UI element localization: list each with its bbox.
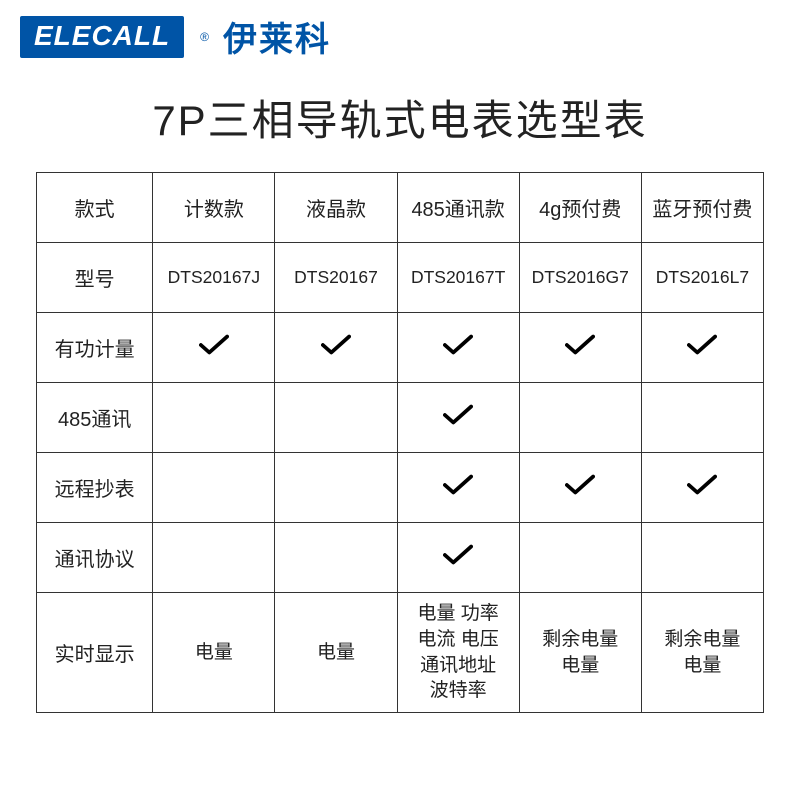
table-cell [153, 383, 275, 453]
brand-cn-name: 伊莱科 [223, 12, 331, 61]
col-header: 计数款 [153, 173, 275, 243]
row-label: 有功计量 [37, 313, 153, 383]
table-cell [519, 453, 641, 523]
brand-logo: ELECALL [20, 16, 184, 58]
brand-bar: ELECALL ® 伊莱科 [0, 0, 800, 69]
table-row: 有功计量 [37, 313, 764, 383]
check-icon [443, 550, 473, 572]
table-row: 实时显示电量电量电量 功率 电流 电压 通讯地址 波特率剩余电量 电量剩余电量 … [37, 593, 764, 713]
table-cell [397, 313, 519, 383]
table-cell [153, 313, 275, 383]
col-header: 液晶款 [275, 173, 397, 243]
check-icon [565, 340, 595, 362]
table-cell [641, 523, 763, 593]
col-header: 4g预付费 [519, 173, 641, 243]
table-cell [275, 453, 397, 523]
table-cell [397, 383, 519, 453]
table-cell: 电量 [275, 593, 397, 713]
table-row: 远程抄表 [37, 453, 764, 523]
table-cell: 剩余电量 电量 [641, 593, 763, 713]
table-cell: DTS20167 [275, 243, 397, 313]
table-cell [641, 313, 763, 383]
row-label: 实时显示 [37, 593, 153, 713]
table-cell [397, 523, 519, 593]
col-header: 485通讯款 [397, 173, 519, 243]
check-icon [199, 340, 229, 362]
table-cell [519, 383, 641, 453]
row-label: 通讯协议 [37, 523, 153, 593]
check-icon [443, 480, 473, 502]
table-cell: DTS20167J [153, 243, 275, 313]
check-icon [443, 340, 473, 362]
table-row: 485通讯 [37, 383, 764, 453]
row-label: 型号 [37, 243, 153, 313]
brand-logo-text: ELECALL [34, 20, 170, 51]
table-cell: 剩余电量 电量 [519, 593, 641, 713]
table-cell [275, 313, 397, 383]
table-cell: DTS2016G7 [519, 243, 641, 313]
registered-mark: ® [200, 30, 209, 44]
table-cell: 电量 [153, 593, 275, 713]
table-row: 型号DTS20167JDTS20167DTS20167TDTS2016G7DTS… [37, 243, 764, 313]
check-icon [321, 340, 351, 362]
page-title: 7P三相导轨式电表选型表 [0, 87, 800, 148]
table-cell [519, 523, 641, 593]
row-label: 远程抄表 [37, 453, 153, 523]
table-cell [641, 453, 763, 523]
table-cell [397, 453, 519, 523]
table-cell [641, 383, 763, 453]
table-cell [519, 313, 641, 383]
table-cell: 电量 功率 电流 电压 通讯地址 波特率 [397, 593, 519, 713]
check-icon [443, 410, 473, 432]
selection-table: 款式 计数款 液晶款 485通讯款 4g预付费 蓝牙预付费 型号DTS20167… [36, 172, 764, 713]
table-cell [275, 523, 397, 593]
table-cell [275, 383, 397, 453]
row-label: 485通讯 [37, 383, 153, 453]
table-cell [153, 453, 275, 523]
check-icon [565, 480, 595, 502]
table-header-row: 款式 计数款 液晶款 485通讯款 4g预付费 蓝牙预付费 [37, 173, 764, 243]
header-label: 款式 [37, 173, 153, 243]
table-cell: DTS20167T [397, 243, 519, 313]
table-container: 款式 计数款 液晶款 485通讯款 4g预付费 蓝牙预付费 型号DTS20167… [0, 172, 800, 713]
table-cell: DTS2016L7 [641, 243, 763, 313]
check-icon [687, 340, 717, 362]
col-header: 蓝牙预付费 [641, 173, 763, 243]
check-icon [687, 480, 717, 502]
table-row: 通讯协议 [37, 523, 764, 593]
table-cell [153, 523, 275, 593]
